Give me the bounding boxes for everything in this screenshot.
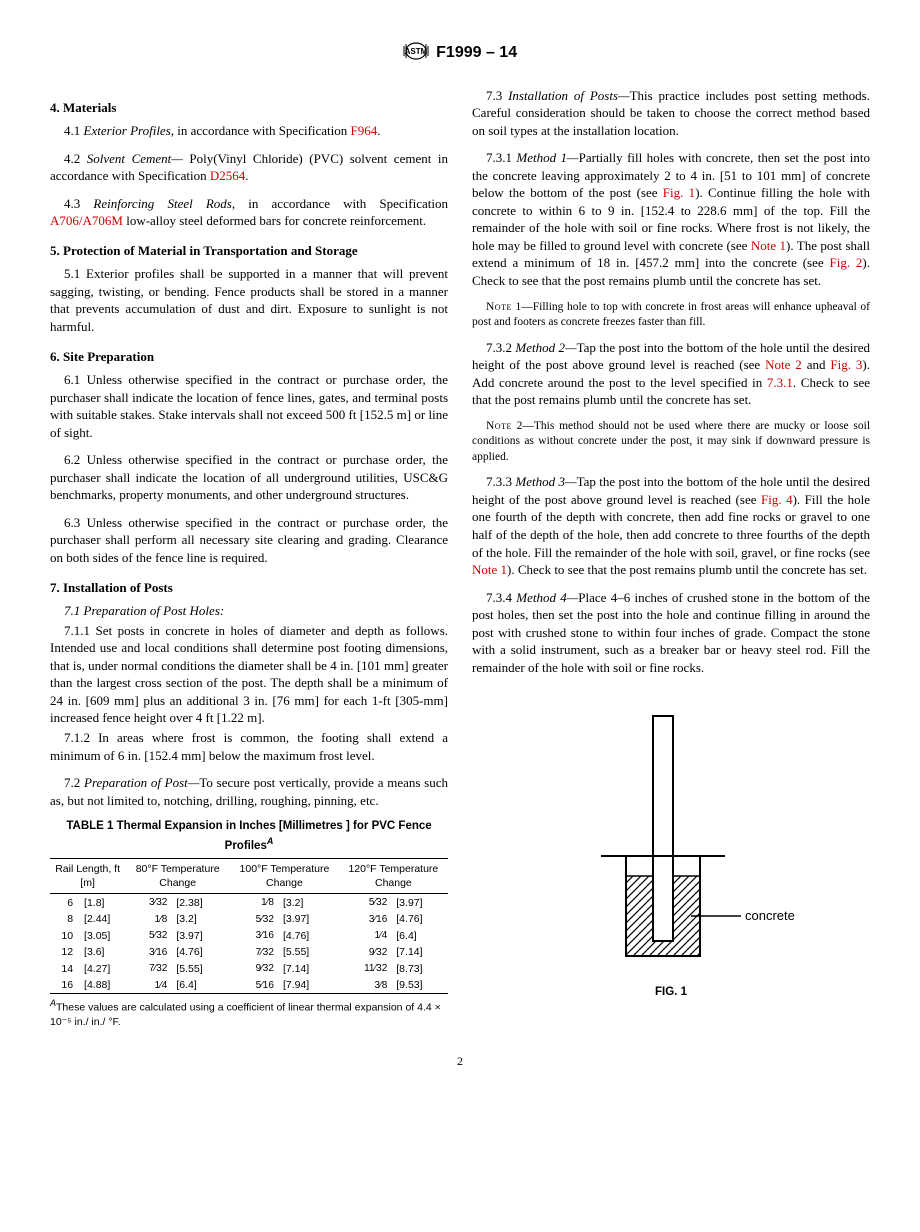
para-7-3-2: 7.3.2 Method 2—Tap the post into the bot… [472,339,870,409]
fig1-svg: concrete [531,706,811,976]
standard-designation: F1999 – 14 [436,42,517,64]
para-5-1: 5.1 Exterior profiles shall be supported… [50,265,448,335]
section-6-heading: 6. Site Preparation [50,348,448,366]
col-80f: 80°F Temperature Change [125,859,230,894]
para-4-1: 4.1 Exterior Profiles, in accordance wit… [50,122,448,140]
para-4-3: 4.3 Reinforcing Steel Rods, in accordanc… [50,195,448,230]
fig1-concrete-label: concrete [745,908,795,923]
table-1: TABLE 1 Thermal Expansion in Inches [Mil… [50,819,448,1029]
ref-fig1[interactable]: Fig. 1 [663,185,695,200]
ref-note1b[interactable]: Note 1 [472,562,507,577]
astm-logo-icon: ASTM [403,40,429,67]
para-6-1: 6.1 Unless otherwise specified in the co… [50,371,448,441]
para-7-3: 7.3 Installation of Posts—This practice … [472,87,870,140]
para-7-3-1: 7.3.1 Method 1—Partially fill holes with… [472,149,870,289]
ref-fig3[interactable]: Fig. 3 [830,357,862,372]
para-7-1-2: 7.1.2 In areas where frost is common, th… [50,729,448,764]
para-6-3: 6.3 Unless otherwise specified in the co… [50,514,448,567]
para-7-1-1: 7.1.1 Set posts in concrete in holes of … [50,622,448,727]
para-6-2: 6.2 Unless otherwise specified in the co… [50,451,448,504]
note-2: Note 2—This method should not be used wh… [472,419,870,466]
ref-note1[interactable]: Note 1 [751,238,786,253]
fig1-caption: FIG. 1 [472,985,870,1001]
col-100f: 100°F Temperature Change [230,859,339,894]
ref-d2564[interactable]: D2564 [210,168,245,183]
table-row: 10[3.05]5⁄32[3.97]3⁄16[4.76]1⁄4[6.4] [50,927,448,944]
ref-fig4[interactable]: Fig. 4 [761,492,793,507]
page-number: 2 [50,1053,870,1069]
table-row: 14[4.27]7⁄32[5.55]9⁄32[7.14]11⁄32[8.73] [50,960,448,977]
table-1-footnote: AThese values are calculated using a coe… [50,997,448,1029]
figure-1: concrete FIG. 1 [472,706,870,1000]
note-1: Note 1—Filling hole to top with concrete… [472,300,870,331]
table-row: 12[3.6]3⁄16[4.76]7⁄32[5.55]9⁄32[7.14] [50,944,448,961]
para-7-3-3: 7.3.3 Method 3—Tap the post into the bot… [472,473,870,578]
section-4-heading: 4. Materials [50,99,448,117]
table-row: 8[2.44]1⁄8[3.2]5⁄32[3.97]3⁄16[4.76] [50,911,448,928]
ref-fig2[interactable]: Fig. 2 [829,255,862,270]
ref-a706[interactable]: A706/A706M [50,213,123,228]
para-7-1-title: 7.1 Preparation of Post Holes: [50,602,448,620]
table-row: 6[1.8]3⁄32[2.38]1⁄8[3.2]5⁄32[3.97] [50,894,448,911]
para-7-3-4: 7.3.4 Method 4—Place 4–6 inches of crush… [472,589,870,677]
table-1-title: TABLE 1 Thermal Expansion in Inches [Mil… [50,819,448,854]
section-5-heading: 5. Protection of Material in Transportat… [50,242,448,260]
page-header: ASTM F1999 – 14 [50,40,870,67]
col-120f: 120°F Temperature Change [339,859,448,894]
section-7-heading: 7. Installation of Posts [50,579,448,597]
ref-f964[interactable]: F964 [351,123,378,138]
col-rail-length: Rail Length, ft [m] [50,859,125,894]
ref-731[interactable]: 7.3.1 [767,375,793,390]
table-row: 16[4.88]1⁄4[6.4]5⁄16[7.94]3⁄8[9.53] [50,977,448,994]
para-4-2: 4.2 Solvent Cement— Poly(Vinyl Chloride)… [50,150,448,185]
para-7-2: 7.2 Preparation of Post—To secure post v… [50,774,448,809]
svg-text:ASTM: ASTM [405,47,428,56]
ref-note2[interactable]: Note 2 [765,357,802,372]
